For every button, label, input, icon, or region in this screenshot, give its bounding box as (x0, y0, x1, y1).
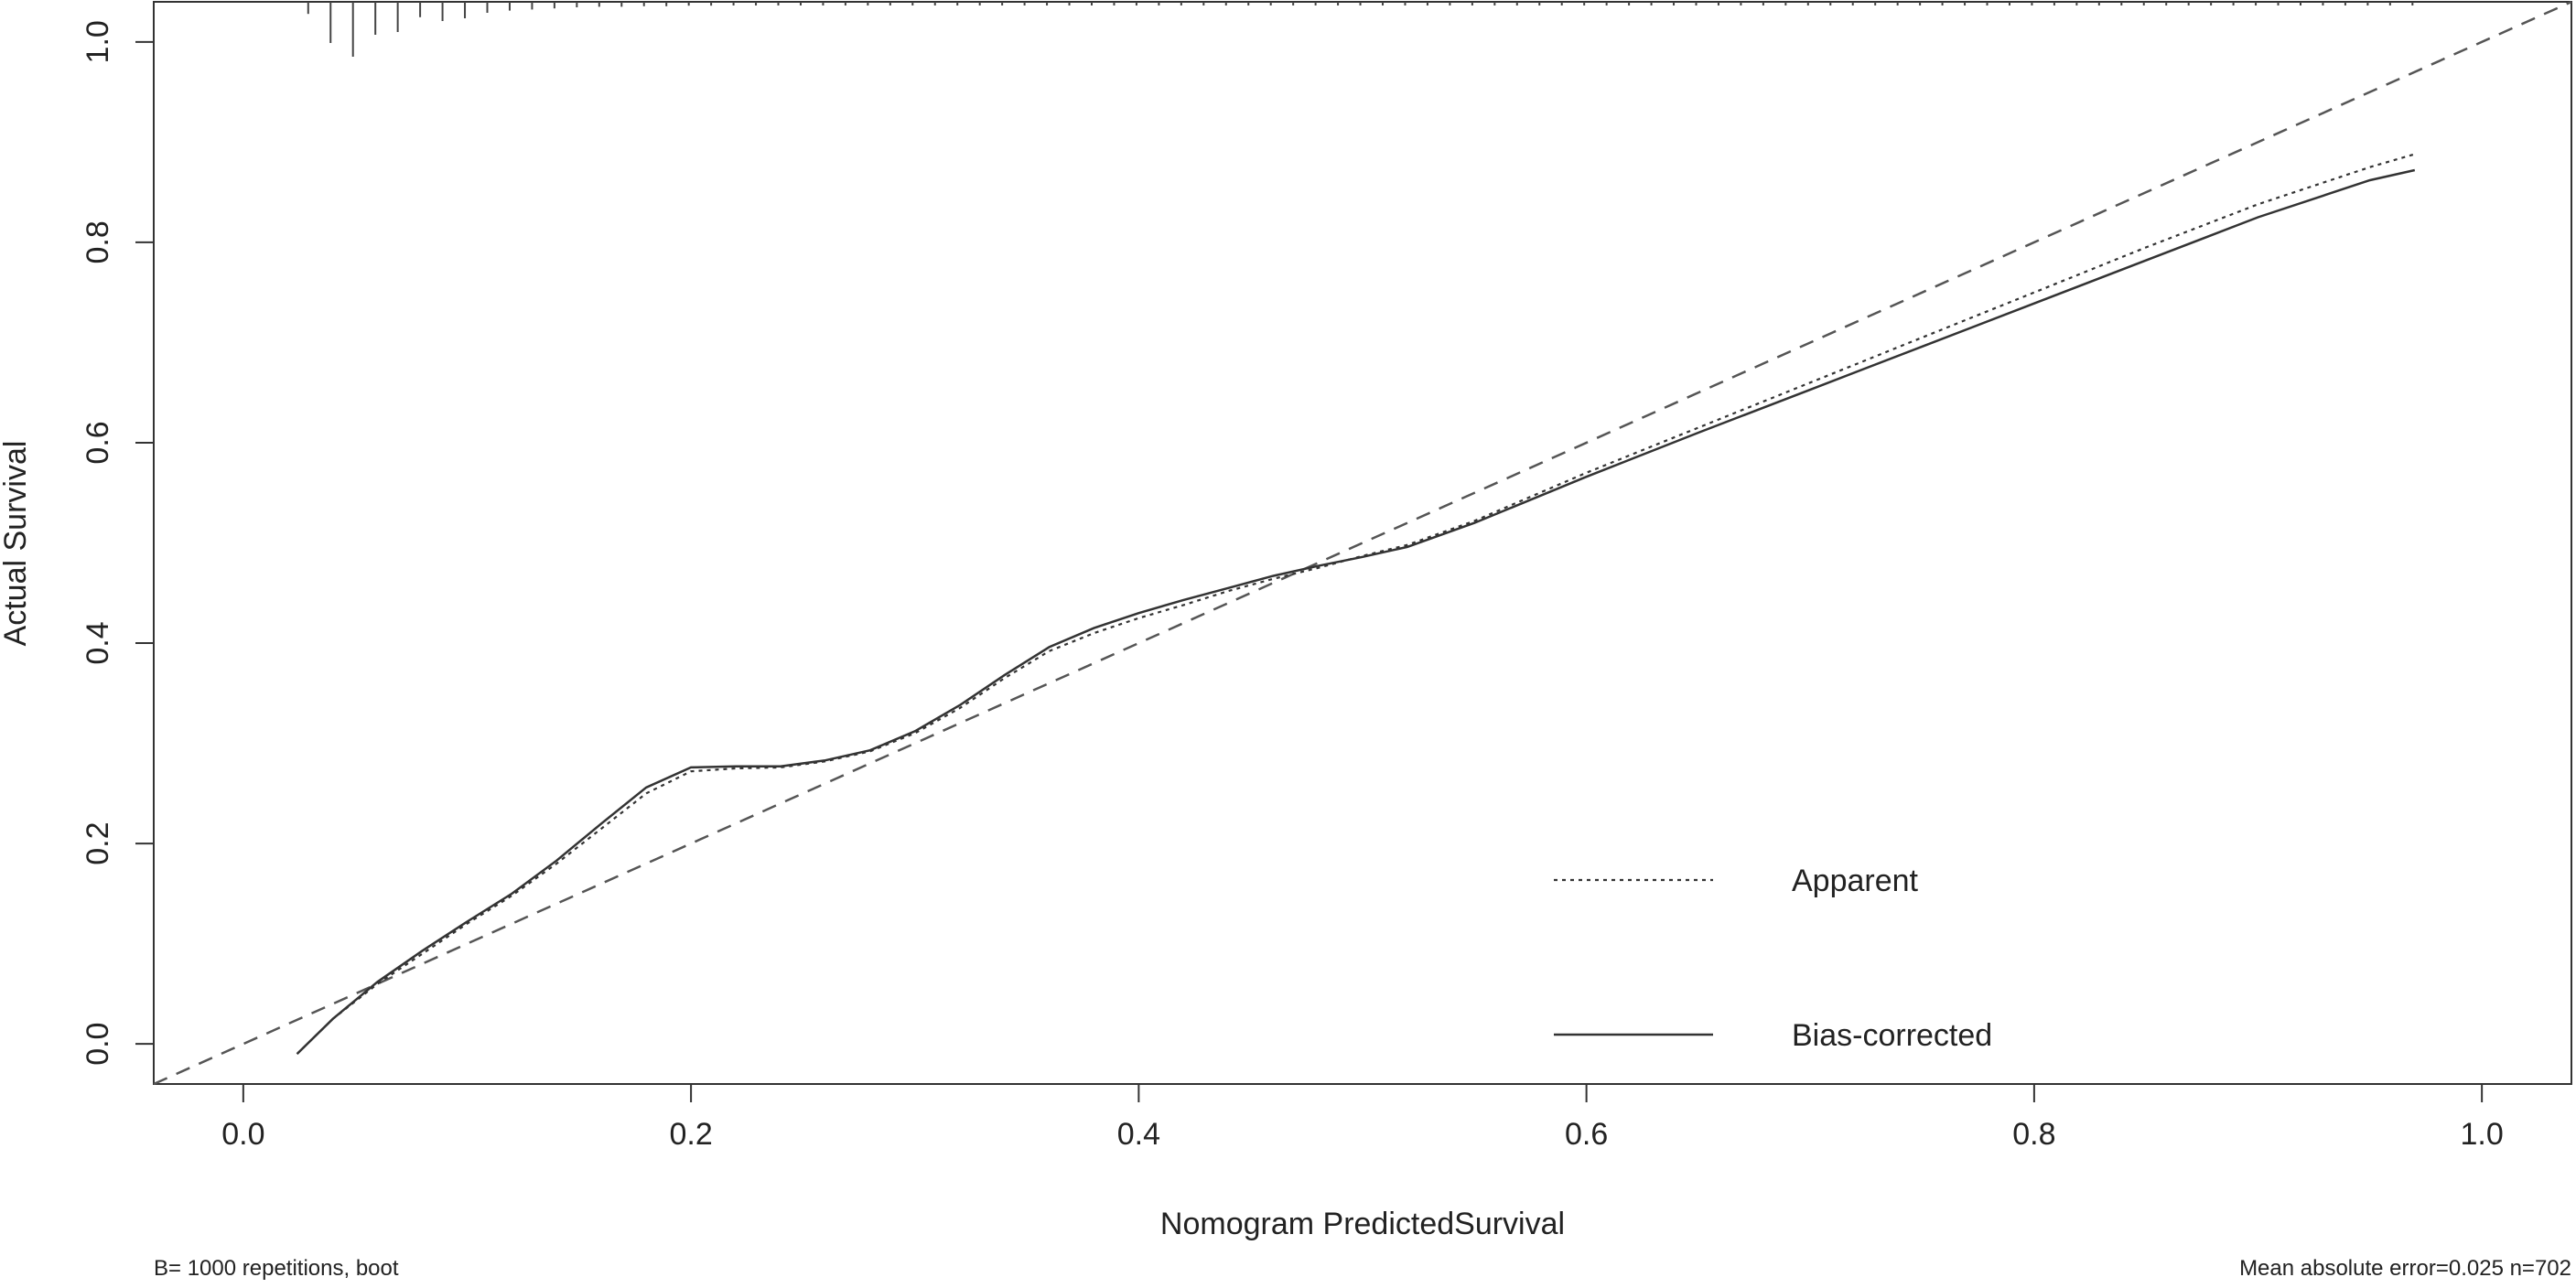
y-tick-label: 0.4 (81, 621, 115, 664)
legend-label: Bias-corrected (1792, 1018, 1992, 1053)
footnote-right: Mean absolute error=0.025 n=702 (2239, 1256, 2571, 1281)
reference-line (153, 0, 2572, 1086)
series-line-apparent (296, 153, 2416, 1055)
x-tick-label: 1.0 (2461, 1117, 2504, 1152)
legend-label: Apparent (1792, 864, 1919, 898)
x-tick-label: 0.2 (669, 1117, 712, 1152)
legend: Apparent Bias-corrected (1554, 864, 1992, 1053)
x-tick-label: 0.6 (1565, 1117, 1608, 1152)
x-tick-label: 0.4 (1117, 1117, 1160, 1152)
reference-line-group (153, 0, 2572, 1086)
x-axis: 0.0 0.2 0.4 0.6 0.8 1.0 (221, 1083, 2504, 1152)
y-tick-label: 0.8 (81, 220, 115, 263)
y-axis: 0.0 0.2 0.4 0.6 0.8 1.0 (81, 20, 155, 1066)
x-axis-label: Nomogram PredictedSurvival (1160, 1207, 1565, 1241)
series-line-bias-corrected (296, 168, 2416, 1055)
y-tick-label: 0.0 (81, 1023, 115, 1066)
series-group (296, 153, 2416, 1055)
y-tick-label: 1.0 (81, 20, 115, 63)
footnote-left: B= 1000 repetitions, boot (154, 1256, 399, 1281)
y-tick-label: 0.2 (81, 821, 115, 864)
rug-ticks (307, 2, 2414, 57)
x-tick-label: 0.8 (2012, 1117, 2055, 1152)
y-tick-label: 0.6 (81, 421, 115, 464)
y-axis-label: Actual Survival (0, 441, 33, 647)
x-tick-label: 0.0 (221, 1117, 264, 1152)
